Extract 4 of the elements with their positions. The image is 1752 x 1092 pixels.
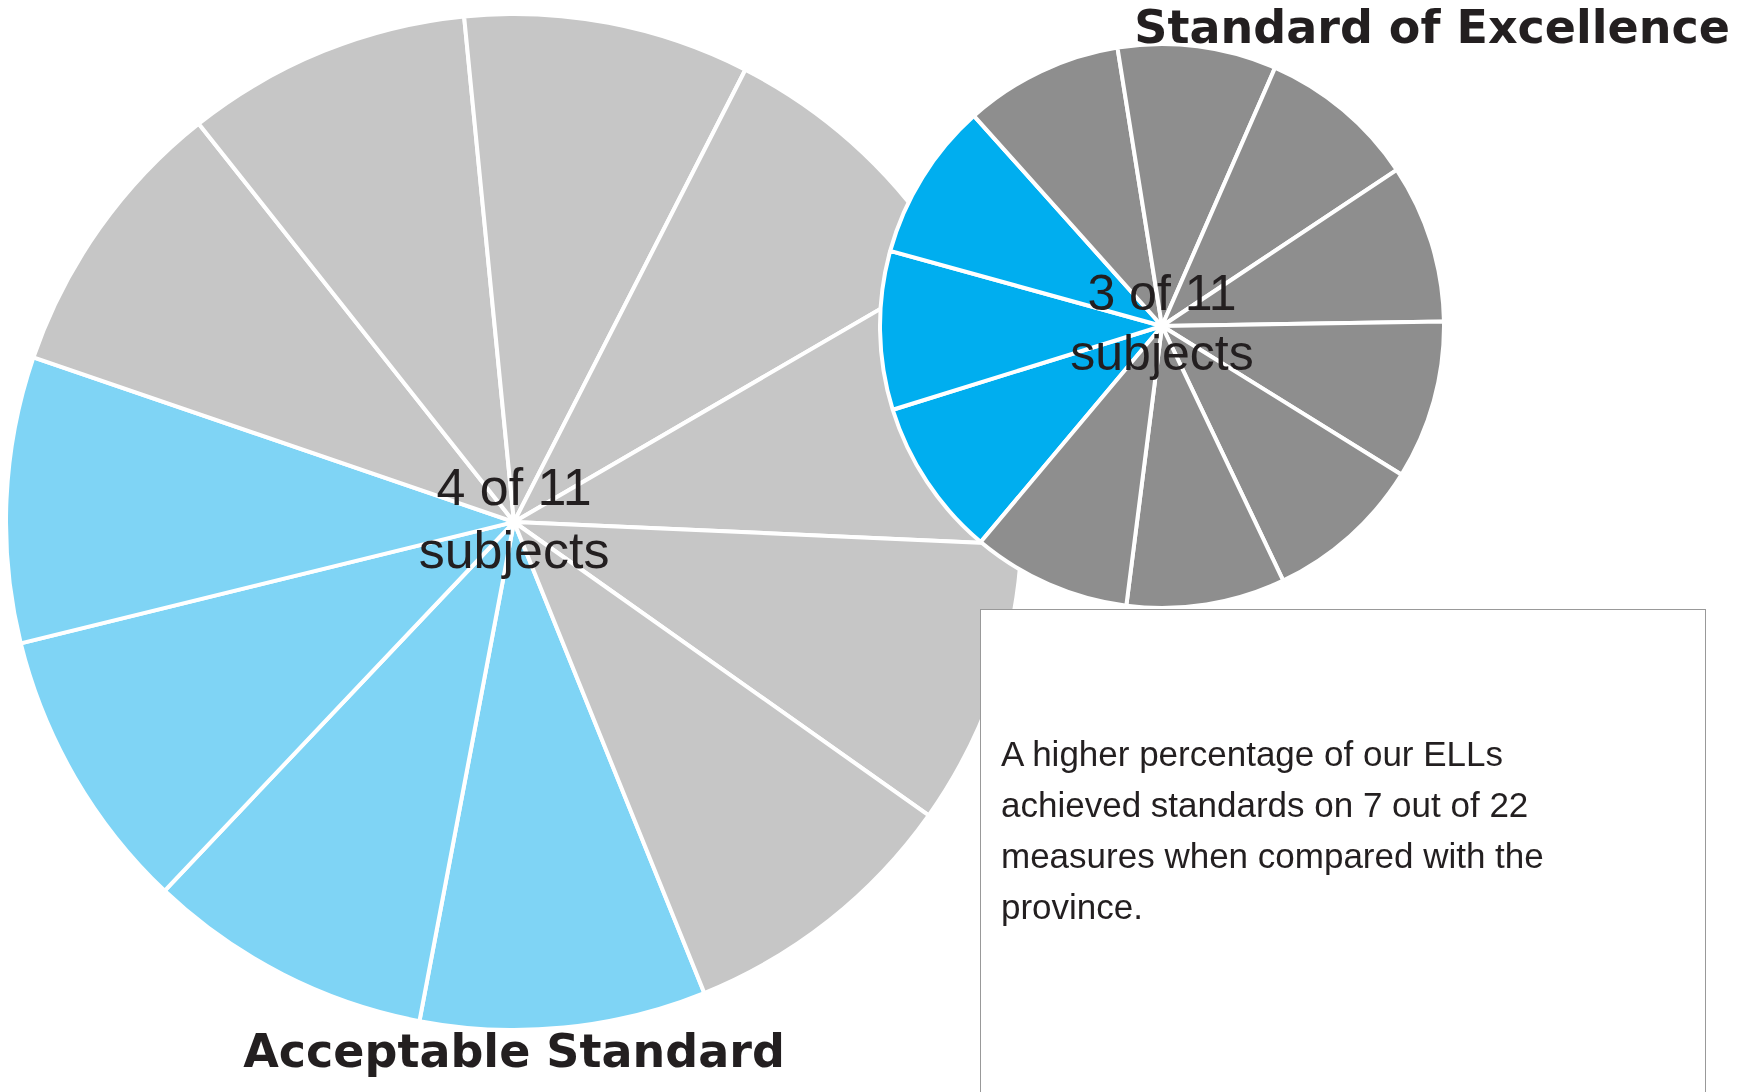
text: A higher percentage of our ELLs achieved standards on 7 out of 22 measures when compared with the province. <box>1001 733 1545 928</box>
text: Acceptable Standard <box>243 1024 785 1078</box>
text: 4 of 11 subjects <box>418 458 610 579</box>
chart-title: Standard of Excellence <box>1134 0 1730 54</box>
